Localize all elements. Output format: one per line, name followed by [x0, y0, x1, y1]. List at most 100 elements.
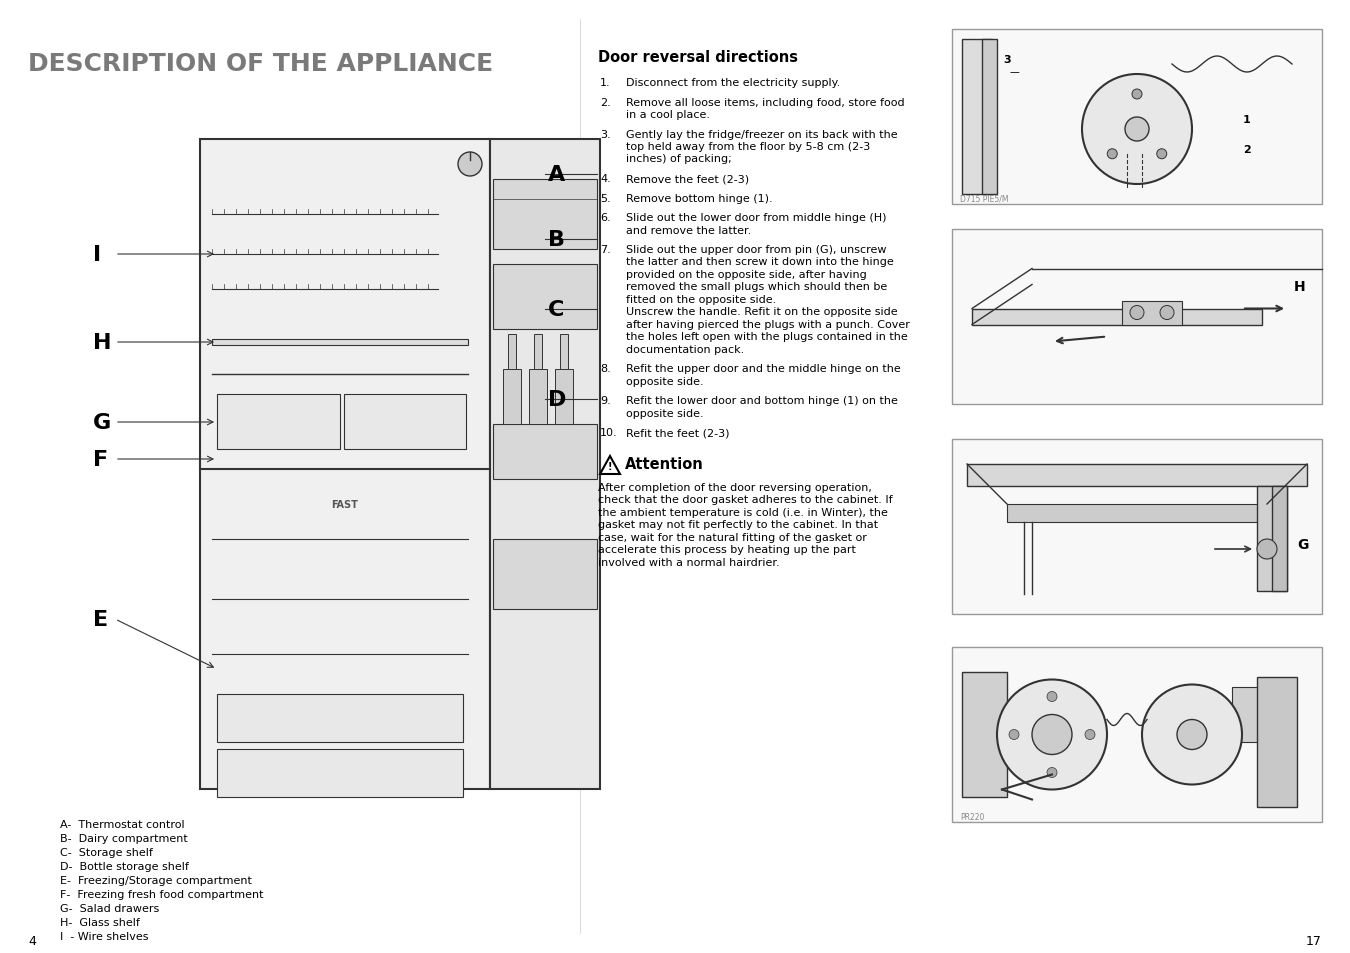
Text: 7.: 7. — [599, 245, 610, 254]
Bar — [200, 140, 490, 789]
Text: 17: 17 — [1305, 934, 1322, 947]
Text: PR220: PR220 — [960, 812, 984, 821]
Bar — [1257, 486, 1287, 592]
Text: B-  Dairy compartment: B- Dairy compartment — [59, 833, 188, 843]
Text: Refit the upper door and the middle hinge on the: Refit the upper door and the middle hing… — [626, 364, 900, 375]
Bar — [504, 370, 521, 424]
Text: after having pierced the plugs with a punch. Cover: after having pierced the plugs with a pu… — [626, 319, 910, 330]
Text: D715 PIE5/M: D715 PIE5/M — [960, 194, 1008, 204]
Text: E: E — [93, 609, 108, 629]
Text: DESCRIPTION OF THE APPLIANCE: DESCRIPTION OF THE APPLIANCE — [28, 52, 493, 76]
Text: B: B — [548, 230, 566, 250]
Bar — [1007, 504, 1268, 522]
Text: 5.: 5. — [599, 193, 610, 203]
Text: E-  Freezing/Storage compartment: E- Freezing/Storage compartment — [59, 875, 252, 885]
Bar — [1272, 486, 1287, 592]
Text: Unscrew the handle. Refit it on the opposite side: Unscrew the handle. Refit it on the oppo… — [626, 307, 898, 317]
Text: the latter and then screw it down into the hinge: the latter and then screw it down into t… — [626, 257, 894, 267]
Text: Refit the feet (2-3): Refit the feet (2-3) — [626, 428, 729, 438]
Text: 9.: 9. — [599, 396, 610, 406]
Text: —: — — [1010, 67, 1019, 77]
Circle shape — [1085, 730, 1095, 740]
Text: C-  Storage shelf: C- Storage shelf — [59, 847, 153, 857]
Text: Slide out the lower door from middle hinge (H): Slide out the lower door from middle hin… — [626, 213, 887, 223]
Text: 10.: 10. — [599, 428, 617, 438]
Text: gasket may not fit perfectly to the cabinet. In that: gasket may not fit perfectly to the cabi… — [598, 520, 878, 530]
Bar — [535, 335, 541, 370]
Bar — [493, 539, 597, 609]
Circle shape — [998, 679, 1107, 790]
Text: the ambient temperature is cold (i.e. in Winter), the: the ambient temperature is cold (i.e. in… — [598, 507, 888, 517]
Text: D-  Bottle storage shelf: D- Bottle storage shelf — [59, 862, 189, 871]
Text: 8.: 8. — [599, 364, 610, 375]
Bar — [493, 180, 597, 250]
Text: 2: 2 — [1243, 145, 1251, 154]
Bar — [963, 40, 992, 194]
Text: inches) of packing;: inches) of packing; — [626, 154, 732, 164]
Text: the holes left open with the plugs contained in the: the holes left open with the plugs conta… — [626, 333, 907, 342]
Text: Disconnect from the electricity supply.: Disconnect from the electricity supply. — [626, 78, 840, 88]
Text: and remove the latter.: and remove the latter. — [626, 225, 751, 235]
Circle shape — [1125, 118, 1149, 142]
Bar — [217, 749, 463, 797]
Circle shape — [1133, 90, 1142, 100]
Text: G-  Salad drawers: G- Salad drawers — [59, 903, 159, 913]
Text: Remove the feet (2-3): Remove the feet (2-3) — [626, 173, 749, 184]
Text: 4: 4 — [28, 934, 36, 947]
Bar — [952, 439, 1322, 615]
Bar — [212, 339, 468, 346]
Circle shape — [1048, 692, 1057, 701]
Text: A: A — [548, 165, 566, 185]
Text: 2.: 2. — [599, 97, 610, 108]
Text: H: H — [93, 333, 112, 353]
Bar — [555, 370, 572, 424]
Text: involved with a normal hairdrier.: involved with a normal hairdrier. — [598, 558, 780, 567]
Bar — [343, 395, 466, 450]
Text: After completion of the door reversing operation,: After completion of the door reversing o… — [598, 482, 872, 493]
Text: fitted on the opposite side.: fitted on the opposite side. — [626, 294, 776, 305]
Bar — [952, 30, 1322, 205]
Text: 1: 1 — [1243, 115, 1251, 125]
Bar — [490, 140, 599, 789]
Text: H-  Glass shelf: H- Glass shelf — [59, 917, 140, 927]
Text: provided on the opposite side, after having: provided on the opposite side, after hav… — [626, 270, 867, 280]
Bar — [560, 335, 568, 370]
Bar — [217, 395, 339, 450]
Text: D: D — [548, 390, 567, 410]
Text: I  - Wire shelves: I - Wire shelves — [59, 931, 148, 941]
Text: accelerate this process by heating up the part: accelerate this process by heating up th… — [598, 545, 856, 555]
Circle shape — [1177, 720, 1207, 750]
Bar — [493, 265, 597, 330]
Text: top held away from the floor by 5-8 cm (2-3: top held away from the floor by 5-8 cm (… — [626, 142, 871, 152]
Text: Attention: Attention — [625, 456, 703, 472]
Circle shape — [1008, 730, 1019, 740]
Text: Refit the lower door and bottom hinge (1) on the: Refit the lower door and bottom hinge (1… — [626, 396, 898, 406]
Text: opposite side.: opposite side. — [626, 376, 703, 387]
Circle shape — [1257, 539, 1277, 559]
Circle shape — [1048, 768, 1057, 778]
Text: F: F — [93, 450, 108, 470]
Circle shape — [1157, 150, 1166, 159]
Text: removed the small plugs which should then be: removed the small plugs which should the… — [626, 282, 887, 293]
Text: C: C — [548, 299, 564, 319]
Text: check that the door gasket adheres to the cabinet. If: check that the door gasket adheres to th… — [598, 495, 892, 505]
Text: Gently lay the fridge/freezer on its back with the: Gently lay the fridge/freezer on its bac… — [626, 130, 898, 139]
Circle shape — [1160, 306, 1174, 320]
Text: Slide out the upper door from pin (G), unscrew: Slide out the upper door from pin (G), u… — [626, 245, 887, 254]
Text: G: G — [93, 413, 111, 433]
Circle shape — [1107, 150, 1118, 159]
Bar — [952, 230, 1322, 405]
Text: H: H — [1295, 280, 1305, 294]
Circle shape — [1130, 306, 1143, 320]
Circle shape — [1142, 685, 1242, 784]
Circle shape — [1081, 75, 1192, 185]
Bar — [1233, 687, 1262, 742]
Text: 3: 3 — [1003, 55, 1011, 65]
Text: !: ! — [608, 461, 613, 472]
Bar — [1122, 301, 1183, 325]
Text: 4.: 4. — [599, 173, 610, 184]
Text: FAST: FAST — [332, 499, 359, 510]
Bar — [981, 40, 998, 194]
Bar — [972, 309, 1262, 325]
Text: documentation pack.: documentation pack. — [626, 345, 744, 355]
